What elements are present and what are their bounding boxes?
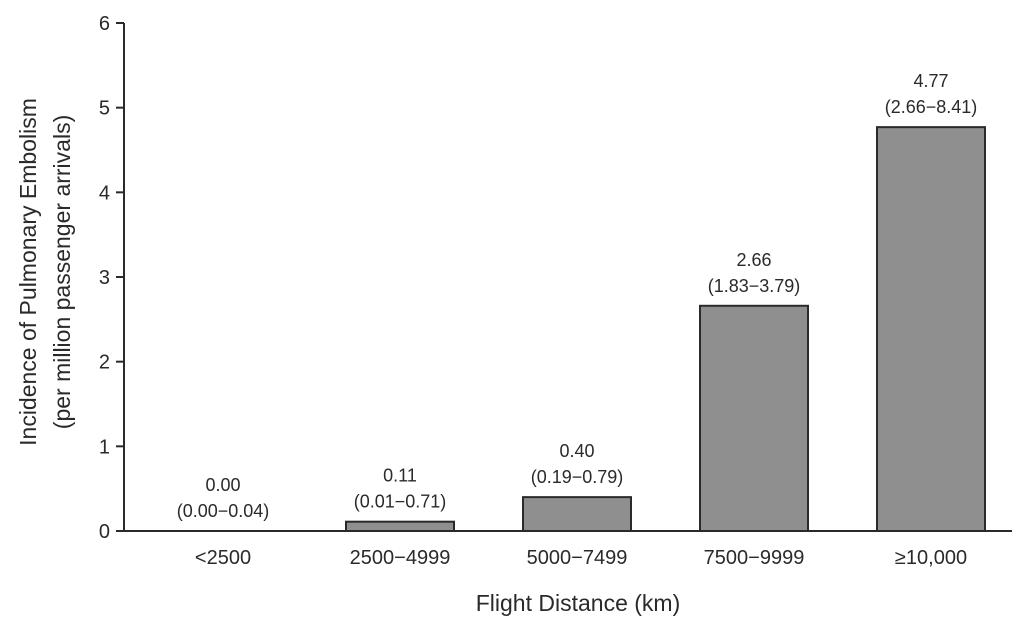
bar bbox=[522, 496, 632, 532]
x-tick-label: 7500−9999 bbox=[704, 547, 805, 569]
y-tick-label: 5 bbox=[99, 98, 110, 120]
y-tick-label: 4 bbox=[99, 182, 110, 204]
y-tick-label: 0 bbox=[99, 521, 110, 543]
bar-ci-label: (1.83−3.79) bbox=[708, 276, 801, 296]
bar-ci-label: (0.19−0.79) bbox=[531, 467, 624, 487]
bar-value-label: 0.11 bbox=[383, 466, 417, 486]
bar-ci-label: (0.01−0.71) bbox=[354, 492, 447, 512]
bar-value-label: 4.77 bbox=[913, 71, 948, 91]
bar bbox=[345, 520, 455, 532]
bar-value-label: 0.00 bbox=[205, 475, 240, 495]
y-axis-title-line-2: (per million passenger arrivals) bbox=[49, 115, 75, 429]
bar-value-label: 0.40 bbox=[559, 441, 594, 461]
y-tick-label: 6 bbox=[99, 13, 110, 35]
x-tick-label: <2500 bbox=[195, 547, 251, 569]
bar-ci-label: (2.66−8.41) bbox=[885, 97, 978, 117]
x-axis-title: Flight Distance (km) bbox=[476, 590, 680, 616]
x-tick-label: ≥10,000 bbox=[895, 547, 967, 569]
y-tick-label: 2 bbox=[99, 352, 110, 374]
y-axis-ticks: 0 1 2 3 4 5 6 bbox=[99, 13, 124, 543]
bar bbox=[876, 126, 986, 532]
y-tick-label: 3 bbox=[99, 267, 110, 289]
bar bbox=[699, 304, 809, 532]
bar-ci-label: (0.00−0.04) bbox=[177, 501, 270, 521]
bars bbox=[345, 126, 986, 532]
x-tick-label: 2500−4999 bbox=[350, 547, 451, 569]
x-tick-label: 5000−7499 bbox=[527, 547, 628, 569]
bar-value-label: 2.66 bbox=[736, 250, 771, 270]
y-axis-title-line-1: Incidence of Pulmonary Embolism bbox=[15, 98, 41, 446]
bar-labels: 0.00 (0.00−0.04) 0.11 (0.01−0.71) 0.40 (0.19−… bbox=[177, 71, 978, 521]
y-tick-label: 1 bbox=[99, 436, 110, 458]
x-axis-ticks: <2500 2500−4999 5000−7499 7500−9999 ≥10,000 bbox=[195, 547, 967, 569]
